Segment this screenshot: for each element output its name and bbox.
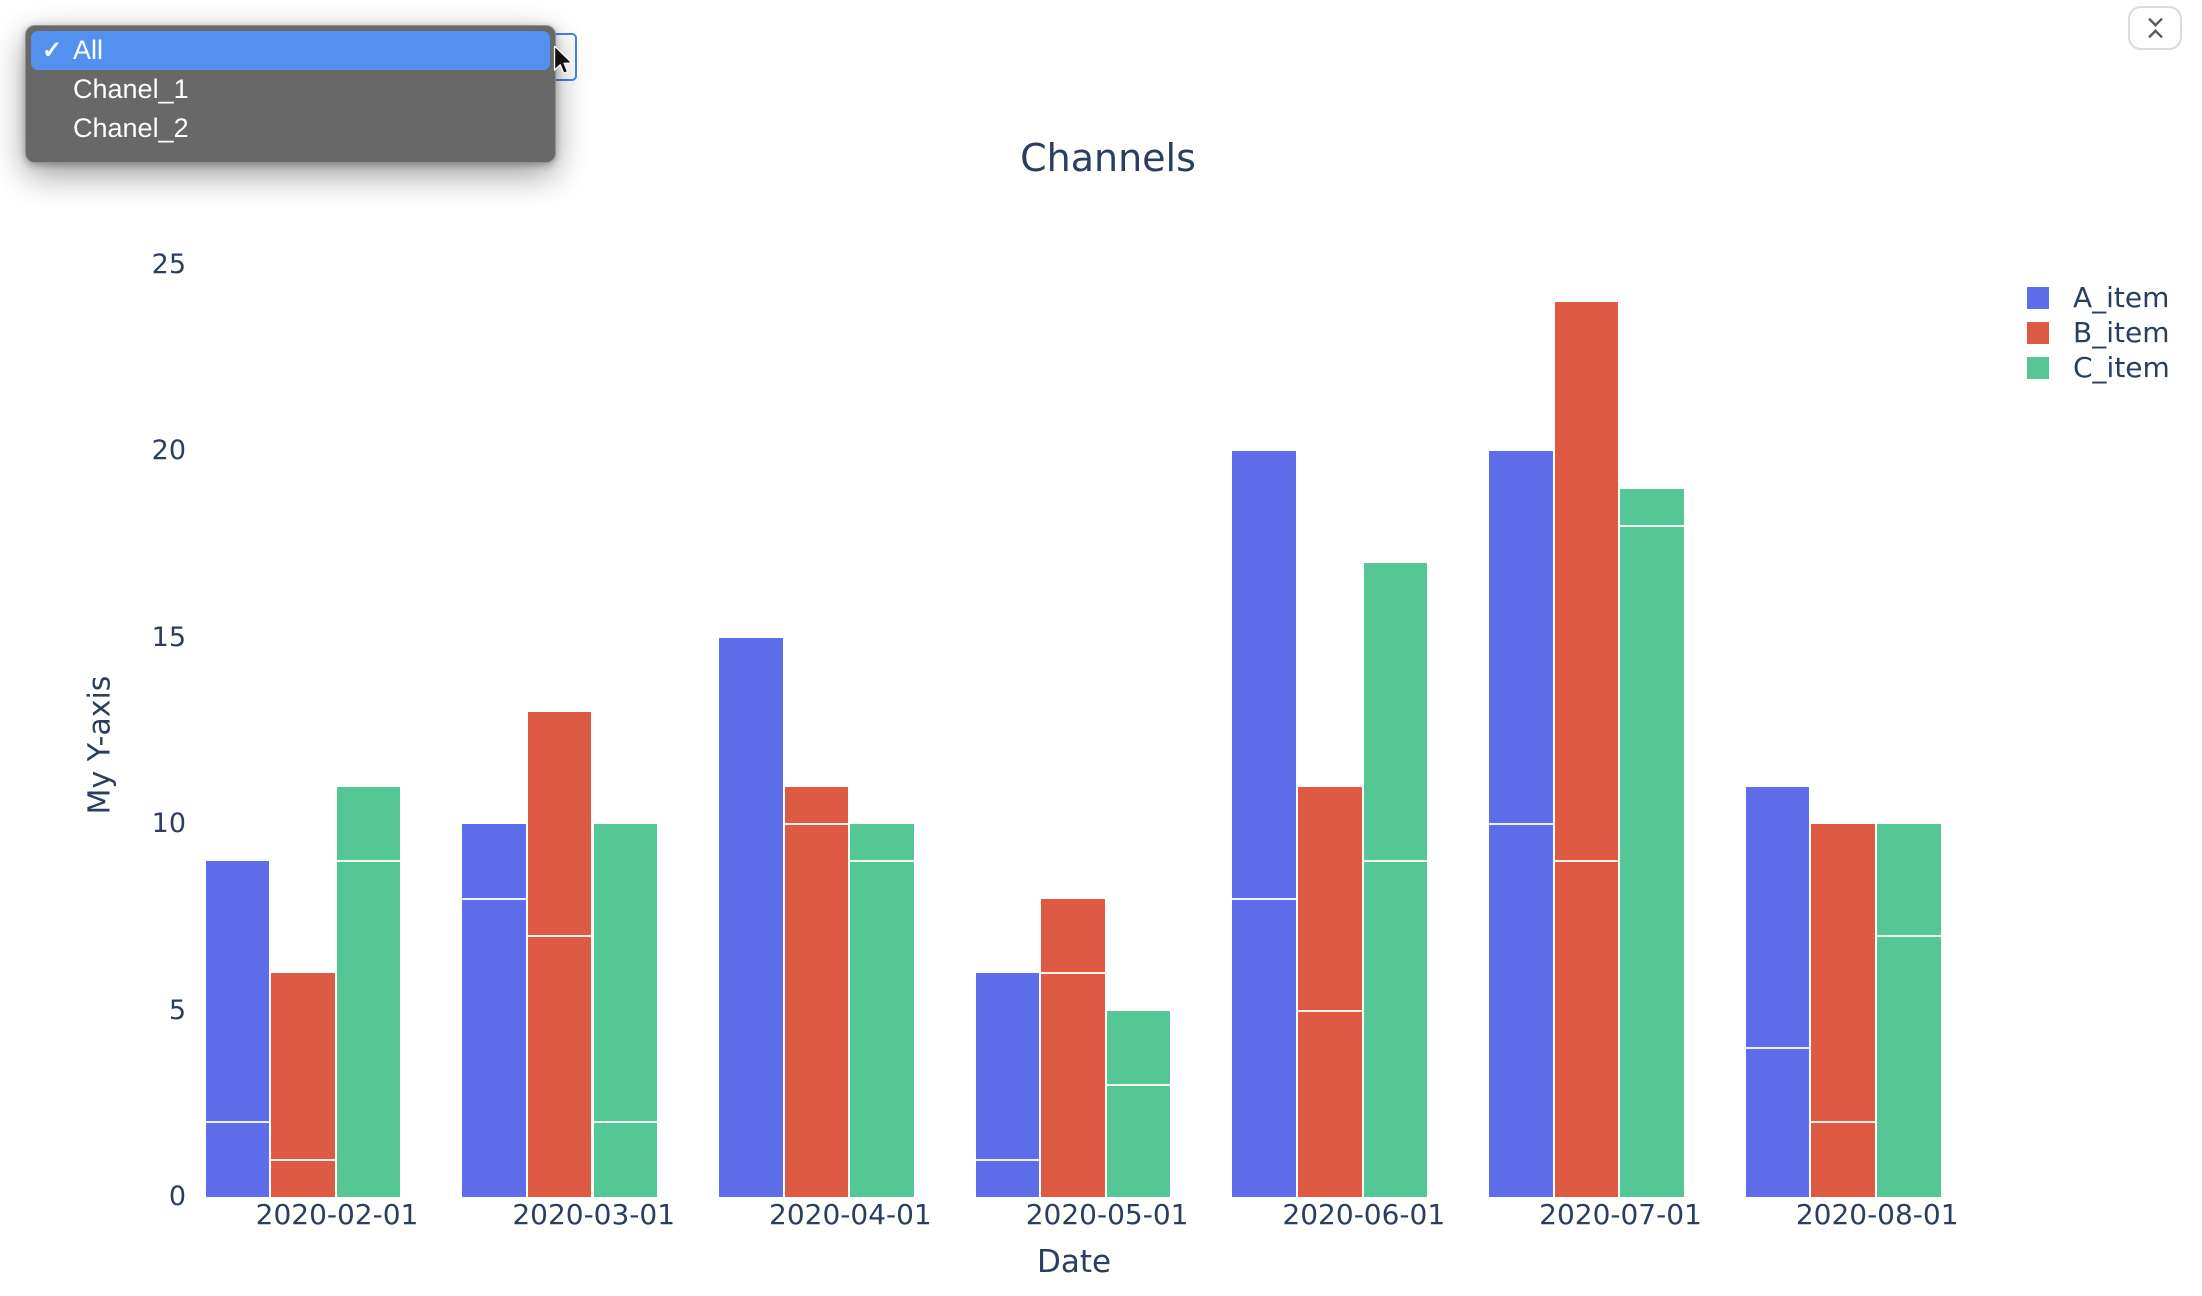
stack-divider xyxy=(1554,860,1619,863)
legend: A_item B_item C_item xyxy=(2027,280,2170,385)
stack-divider xyxy=(205,1121,270,1124)
x-axis-title: Date xyxy=(1036,1244,1112,1280)
stack-divider xyxy=(784,823,849,826)
bar-B_item-2020-08-01[interactable] xyxy=(1811,824,1875,1197)
y-tick-label: 5 xyxy=(168,994,186,1026)
stack-divider xyxy=(1106,1084,1171,1087)
stack-divider xyxy=(1232,897,1296,900)
chart-title: Channels xyxy=(1020,136,1196,180)
stack-divider xyxy=(527,935,592,938)
chevron-down-icon xyxy=(2147,12,2163,27)
y-axis-title: My Y-axis xyxy=(82,675,118,815)
x-tick-label: 2020-05-01 xyxy=(1025,1198,1189,1231)
dropdown-option-label: Chanel_2 xyxy=(73,113,189,143)
bar-C_item-2020-04-01[interactable] xyxy=(850,824,914,1197)
chevron-up-icon xyxy=(2147,29,2163,44)
legend-label: B_item xyxy=(2073,316,2170,349)
legend-swatch-icon xyxy=(2027,321,2049,344)
bar-A_item-2020-07-01[interactable] xyxy=(1489,451,1553,1197)
bar-B_item-2020-04-01[interactable] xyxy=(784,786,849,1197)
x-tick-label: 2020-08-01 xyxy=(1795,1198,1959,1231)
stack-divider xyxy=(850,860,914,863)
bar-B_item-2020-06-01[interactable] xyxy=(1298,786,1362,1197)
y-tick-label: 25 xyxy=(151,249,186,280)
channel-dropdown-menu: ✓ All Chanel_1 Chanel_2 xyxy=(25,25,556,163)
stack-divider xyxy=(975,1158,1040,1161)
bar-C_item-2020-08-01[interactable] xyxy=(1877,824,1941,1197)
bar-B_item-2020-07-01[interactable] xyxy=(1554,302,1619,1197)
stack-divider xyxy=(1811,1121,1875,1124)
stack-divider xyxy=(1877,935,1941,938)
x-tick-label: 2020-06-01 xyxy=(1282,1198,1446,1231)
y-tick-label: 0 xyxy=(168,1181,186,1212)
bar-C_item-2020-07-01[interactable] xyxy=(1620,488,1684,1197)
y-tick-label: 15 xyxy=(151,621,186,653)
dropdown-option-Chanel_1[interactable]: Chanel_1 xyxy=(31,70,550,109)
bar-C_item-2020-05-01[interactable] xyxy=(1106,1010,1171,1197)
bar-A_item-2020-04-01[interactable] xyxy=(719,637,783,1197)
legend-label: A_item xyxy=(2073,281,2170,314)
bar-B_item-2020-05-01[interactable] xyxy=(1041,898,1105,1197)
legend-item-A_item[interactable]: A_item xyxy=(2027,280,2170,315)
dropdown-option-label: All xyxy=(73,35,104,65)
dropdown-option-label: Chanel_1 xyxy=(73,74,189,104)
dropdown-option-Chanel_2[interactable]: Chanel_2 xyxy=(31,109,550,148)
y-tick-label: 10 xyxy=(151,808,186,840)
stack-divider xyxy=(271,1158,335,1161)
x-tick-label: 2020-07-01 xyxy=(1539,1198,1702,1231)
legend-swatch-icon xyxy=(2027,286,2049,309)
stack-divider xyxy=(1489,823,1553,826)
bar-A_item-2020-02-01[interactable] xyxy=(205,861,270,1197)
x-tick-label: 2020-02-01 xyxy=(255,1198,419,1231)
bar-C_item-2020-06-01[interactable] xyxy=(1363,563,1428,1197)
stack-divider xyxy=(1745,1046,1810,1049)
stack-divider xyxy=(1298,1009,1362,1012)
stack-divider xyxy=(1041,972,1105,975)
bar-A_item-2020-08-01[interactable] xyxy=(1745,786,1810,1197)
collapse-button[interactable] xyxy=(2128,6,2182,50)
x-tick-label: 2020-03-01 xyxy=(512,1198,676,1231)
mouse-cursor-icon xyxy=(553,44,575,80)
legend-swatch-icon xyxy=(2027,356,2049,379)
x-tick-label: 2020-04-01 xyxy=(769,1198,932,1231)
bar-C_item-2020-03-01[interactable] xyxy=(593,824,658,1197)
bar-A_item-2020-03-01[interactable] xyxy=(462,824,526,1197)
bar-A_item-2020-05-01[interactable] xyxy=(975,973,1040,1197)
y-tick-label: 20 xyxy=(151,435,186,467)
legend-item-C_item[interactable]: C_item xyxy=(2027,350,2170,385)
bar-B_item-2020-02-01[interactable] xyxy=(271,973,335,1197)
bar-C_item-2020-02-01[interactable] xyxy=(336,786,401,1197)
legend-item-B_item[interactable]: B_item xyxy=(2027,315,2170,350)
stack-divider xyxy=(593,1121,658,1124)
bar-B_item-2020-03-01[interactable] xyxy=(527,712,592,1197)
checkmark-icon: ✓ xyxy=(41,37,63,64)
stack-divider xyxy=(336,860,401,863)
bar-A_item-2020-06-01[interactable] xyxy=(1232,451,1296,1197)
stack-divider xyxy=(1363,860,1428,863)
legend-label: C_item xyxy=(2073,351,2170,384)
stack-divider xyxy=(1620,524,1684,527)
stack-divider xyxy=(462,897,526,900)
dropdown-option-All[interactable]: ✓ All xyxy=(31,31,550,70)
